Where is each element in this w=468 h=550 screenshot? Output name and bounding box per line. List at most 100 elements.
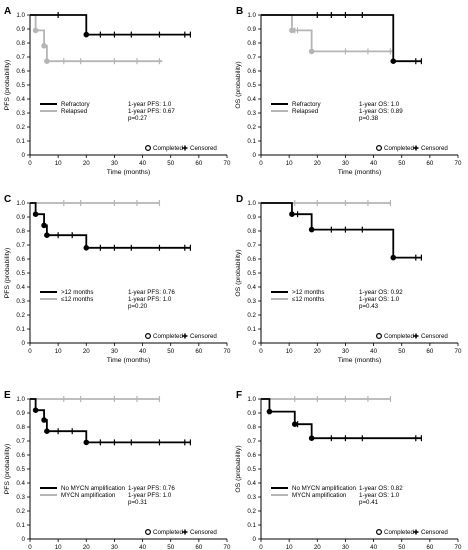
x-tick-label: 60 (426, 160, 433, 167)
panel-label: A (4, 6, 11, 17)
y-tick-label: 0.1 (16, 326, 25, 333)
panel-label: C (4, 194, 11, 205)
y-tick-label: 1.0 (16, 12, 25, 19)
completed-key-label: Completed (153, 333, 183, 340)
y-tick-label: 0.3 (247, 494, 256, 501)
legend-stat: 1-year OS: 1.0 (359, 296, 400, 303)
x-tick-label: 40 (139, 544, 146, 550)
legend-label: >12 months (61, 289, 94, 296)
completed-marker (308, 435, 315, 442)
legend-label: ≤12 months (292, 296, 324, 303)
y-axis-title: OS (probability) (235, 249, 242, 296)
legend-label: MYCN amplification (61, 492, 116, 499)
survival-curve (261, 14, 394, 53)
x-tick-label: 10 (286, 544, 293, 550)
x-tick-label: 50 (167, 348, 174, 355)
y-tick-label: 0.4 (16, 96, 25, 103)
completed-marker (289, 211, 295, 218)
y-tick-label: 0.3 (16, 494, 25, 501)
p-value: p=0.27 (128, 115, 148, 122)
y-tick-label: 0.9 (16, 410, 25, 417)
y-tick-label: 0.1 (247, 326, 256, 333)
completed-marker (308, 226, 315, 233)
y-tick-label: 0.5 (247, 270, 256, 277)
y-tick-label: 0.7 (247, 438, 256, 445)
km-panel-c: C 0 0.1 0.2 0.3 0.4 0.5 0.6 0.7 0.8 0.9 1.0 0 10 20 30 4… (4, 194, 231, 364)
series-light (261, 396, 392, 402)
x-tick-label: 50 (167, 544, 174, 550)
y-tick-label: 0.9 (247, 410, 256, 417)
legend-label: MYCN amplification (292, 492, 347, 499)
x-tick-label: 40 (139, 348, 146, 355)
x-tick-label: 0 (259, 348, 263, 355)
completed-key-label: Completed (384, 529, 414, 536)
km-panel-d: D 0 0.1 0.2 0.3 0.4 0.5 0.6 0.7 0.8 0.9 1.0 0 10 20 30 4… (235, 194, 462, 364)
y-tick-label: 0.7 (247, 54, 256, 61)
y-tick-label: 0.8 (247, 40, 256, 47)
completed-marker (390, 58, 397, 64)
x-axis-title: Time (months) (338, 169, 382, 176)
x-tick-label: 30 (342, 544, 349, 550)
x-tick-label: 10 (55, 544, 62, 550)
y-tick-label: 0.1 (16, 138, 25, 145)
p-value: p=0.20 (128, 303, 148, 310)
y-tick-label: 0.7 (247, 242, 256, 249)
y-tick-label: 0.8 (247, 424, 256, 431)
y-tick-label: 0.7 (16, 54, 25, 61)
x-tick-label: 0 (28, 348, 32, 355)
completed-marker (41, 42, 47, 49)
y-tick-label: 0.5 (16, 82, 25, 89)
y-tick-label: 0 (22, 536, 26, 543)
legend: Refractory 1-year OS: 1.0 Relapsed 1-year O… (271, 101, 448, 152)
censored-key-label: Censored (190, 333, 217, 340)
legend-stat: 1-year OS: 1.0 (359, 492, 400, 499)
y-axis-title: OS (probability) (235, 61, 242, 108)
legend: Refractory 1-year PFS: 1.0 Relapsed 1-year … (40, 101, 217, 152)
x-tick-label: 0 (259, 544, 263, 550)
y-tick-label: 0.2 (247, 312, 256, 319)
censored-key-label: Censored (421, 333, 448, 340)
y-tick-label: 0.4 (16, 284, 25, 291)
x-tick-label: 30 (342, 160, 349, 167)
survival-curve (30, 202, 191, 249)
panel-label: D (236, 194, 243, 205)
x-axis-title: Time (months) (338, 357, 382, 364)
km-panel-a: A 0 0.1 0.2 0.3 0.4 0.5 0.6 0.7 0.8 0.9 1.0 0 10 20 30 4… (4, 6, 231, 176)
legend-label: ≤12 months (61, 296, 93, 303)
legend-label: Relapsed (61, 108, 88, 115)
x-tick-label: 70 (224, 544, 231, 550)
completed-marker (44, 232, 50, 239)
completed-key-icon (145, 145, 152, 152)
completed-marker (41, 222, 47, 229)
x-tick-label: 60 (195, 160, 202, 167)
x-tick-label: 10 (286, 348, 293, 355)
y-tick-label: 1.0 (16, 396, 25, 403)
x-tick-label: 10 (55, 348, 62, 355)
legend-label: Refractory (292, 101, 321, 108)
x-tick-label: 70 (224, 160, 231, 167)
x-tick-label: 50 (398, 160, 405, 167)
completed-key-label: Completed (384, 333, 414, 340)
y-tick-label: 0.3 (16, 110, 25, 117)
y-tick-label: 0.5 (16, 270, 25, 277)
completed-key-icon (145, 333, 152, 340)
y-tick-label: 0.8 (16, 424, 25, 431)
y-tick-label: 0.2 (16, 312, 25, 319)
censored-key-label: Censored (190, 145, 217, 152)
x-tick-label: 70 (455, 544, 462, 550)
censored-key-label: Censored (421, 529, 448, 536)
y-tick-label: 0.4 (247, 284, 256, 291)
series-dark (30, 202, 192, 251)
y-tick-label: 1.0 (247, 200, 256, 207)
y-tick-label: 0.1 (247, 138, 256, 145)
y-tick-label: 0.2 (247, 124, 256, 131)
y-tick-label: 0.9 (16, 26, 25, 33)
completed-marker (83, 245, 90, 251)
completed-marker (32, 27, 39, 34)
completed-marker (390, 254, 397, 261)
panel-label: F (236, 390, 242, 401)
y-tick-label: 0 (253, 536, 257, 543)
y-tick-label: 0.7 (16, 438, 25, 445)
completed-key-icon (376, 145, 383, 152)
x-tick-label: 40 (370, 544, 377, 550)
